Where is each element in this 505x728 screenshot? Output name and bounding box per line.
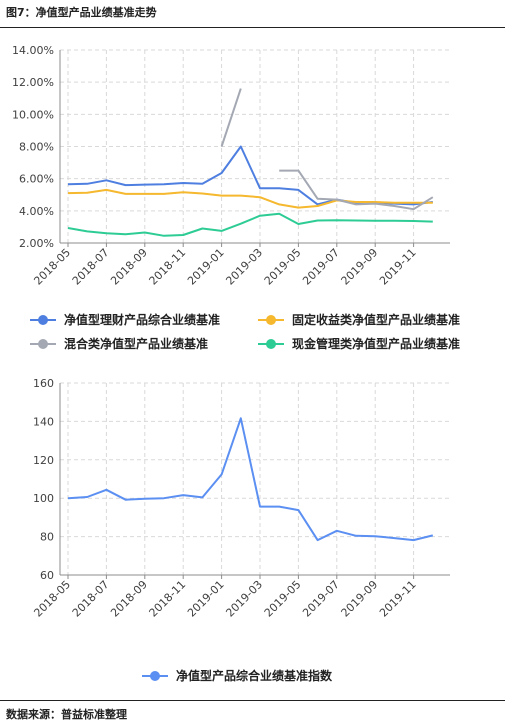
y-tick-label: 4.00% (19, 205, 54, 218)
figure-title: 图7：净值型产品业绩基准走势 (6, 6, 157, 19)
y-tick-label: 6.00% (19, 173, 54, 186)
legend-marker (150, 671, 160, 681)
x-tick-label: 2018-09 (108, 578, 150, 620)
y-tick-label: 160 (33, 377, 54, 390)
y-tick-label: 10.00% (12, 108, 54, 121)
x-tick-label: 2019-01 (185, 246, 227, 288)
x-tick-label: 2018-11 (147, 246, 189, 288)
x-tick-label: 2018-07 (70, 246, 112, 288)
x-tick-label: 2019-11 (377, 246, 419, 288)
x-tick-label: 2019-01 (185, 578, 227, 620)
y-tick-label: 140 (33, 415, 54, 428)
legend-marker (38, 339, 48, 349)
y-tick-label: 8.00% (19, 141, 54, 154)
series-line (279, 169, 434, 211)
x-tick-label: 2018-07 (70, 578, 112, 620)
x-tick-label: 2019-09 (339, 246, 381, 288)
chart-benchmark-index: 60801001201401602018-052018-072018-09201… (31, 377, 450, 683)
x-tick-label: 2018-05 (31, 578, 73, 620)
legend-label: 固定收益类净值型产品业绩基准 (292, 312, 460, 327)
top-rule (0, 27, 505, 28)
y-tick-label: 60 (40, 569, 54, 582)
bottom-rule (0, 700, 505, 701)
series-line (220, 88, 242, 147)
y-tick-label: 2.00% (19, 237, 54, 250)
x-tick-label: 2019-07 (300, 246, 342, 288)
legend-marker (266, 315, 276, 325)
x-tick-label: 2019-07 (300, 578, 342, 620)
x-tick-label: 2018-05 (31, 246, 73, 288)
source-note: 数据来源：普益标准整理 (6, 708, 127, 721)
series-line (67, 212, 433, 237)
legend-marker (38, 315, 48, 325)
chart-benchmark-rates: 2.00% 4.00% 6.00% 8.00% 10.00% 12.00% 14.00% 20… (12, 44, 460, 351)
series-line (67, 188, 433, 209)
y-tick-label: 12.00% (12, 76, 54, 89)
series-line (67, 417, 434, 542)
x-tick-label: 2019-09 (339, 578, 381, 620)
y-tick-label: 14.00% (12, 44, 54, 57)
y-tick-label: 100 (33, 492, 54, 505)
x-tick-label: 2019-11 (377, 578, 419, 620)
legend-label: 现金管理类净值型产品业绩基准 (292, 336, 460, 351)
x-tick-label: 2018-09 (108, 246, 150, 288)
x-tick-label: 2019-03 (223, 246, 265, 288)
x-tick-label: 2019-05 (262, 578, 304, 620)
x-tick-label: 2018-11 (147, 578, 189, 620)
y-tick-label: 80 (40, 531, 54, 544)
x-tick-label: 2019-05 (262, 246, 304, 288)
legend-label: 混合类净值型产品业绩基准 (64, 336, 208, 351)
legend-label: 净值型理财产品综合业绩基准 (64, 312, 220, 327)
legend-marker (266, 339, 276, 349)
y-tick-label: 120 (33, 454, 54, 467)
legend-label: 净值型产品综合业绩基准指数 (176, 668, 333, 683)
x-tick-label: 2019-03 (223, 578, 265, 620)
